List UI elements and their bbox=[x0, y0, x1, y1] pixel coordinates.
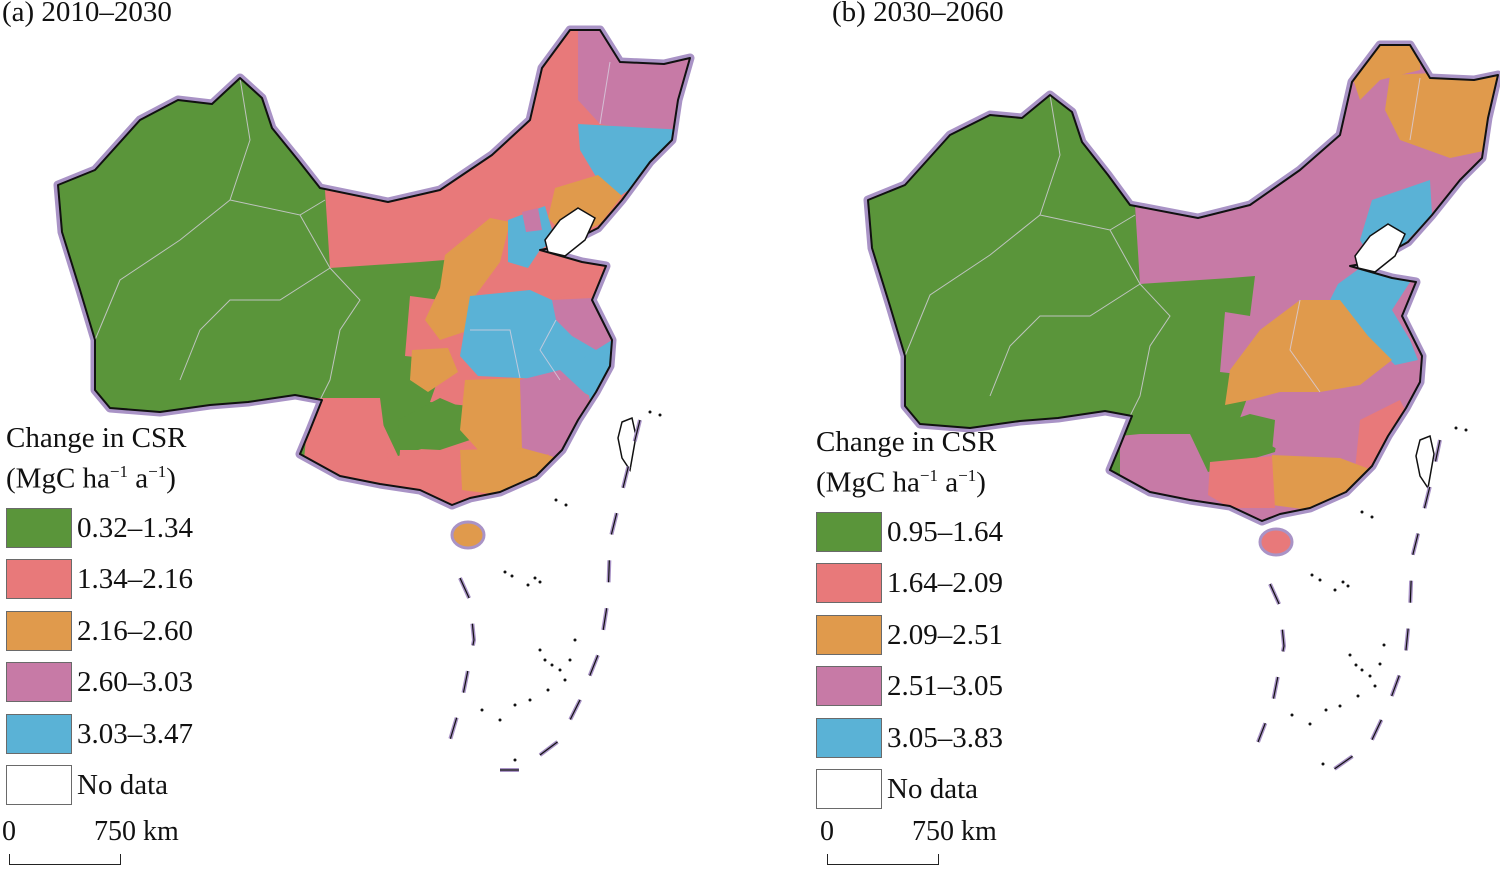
legend-label: 1.34–2.16 bbox=[77, 563, 193, 596]
map-panel-b: (b) 2030–2060 Change in CSR (MgC ha−1 a−… bbox=[810, 0, 1500, 869]
legend-item-b: 2.51–3.05 bbox=[816, 658, 1003, 710]
legend-b: Change in CSR (MgC ha−1 a−1) 0.95–1.64 1… bbox=[816, 426, 1003, 813]
legend-label: 2.09–2.51 bbox=[887, 618, 1003, 651]
legend-title-line2-a: (MgC ha−1 a−1) bbox=[6, 462, 176, 495]
legend-label: 2.60–3.03 bbox=[77, 666, 193, 699]
scale-tick bbox=[827, 854, 828, 865]
region-heilongjiang-b bbox=[1385, 70, 1498, 158]
region-guangxi-b bbox=[1208, 456, 1275, 508]
legend-label: 3.03–3.47 bbox=[77, 717, 193, 750]
islands-a bbox=[480, 410, 662, 762]
legend-label: No data bbox=[77, 769, 168, 802]
legend-swatch bbox=[816, 563, 882, 604]
legend-item-a: No data bbox=[6, 757, 186, 809]
legend-label: 3.05–3.83 bbox=[887, 721, 1003, 754]
legend-a: Change in CSR (MgC ha−1 a−1) 0.32–1.34 1… bbox=[6, 422, 193, 809]
china-map-a bbox=[53, 25, 695, 772]
scale-bar-a: 0 750 km bbox=[2, 816, 202, 866]
legend-swatch bbox=[816, 511, 882, 552]
region-chongqing-a bbox=[410, 348, 458, 392]
scale-distance-label: 750 km bbox=[94, 816, 179, 847]
legend-item-b: 0.95–1.64 bbox=[816, 504, 1003, 556]
region-hebei-a bbox=[508, 206, 555, 268]
region-shandong-a bbox=[528, 252, 600, 300]
legend-swatch bbox=[6, 559, 72, 600]
legend-item-b: No data bbox=[816, 761, 996, 813]
region-central-b bbox=[1225, 300, 1392, 405]
scale-zero-label: 0 bbox=[820, 816, 834, 847]
scale-bar-b: 0 750 km bbox=[820, 816, 1020, 866]
legend-item-a: 0.32–1.34 bbox=[6, 500, 193, 552]
region-guangxi-a bbox=[398, 450, 462, 492]
legend-title-line1-a: Change in CSR bbox=[6, 422, 187, 454]
panel-title-b: (b) 2030–2060 bbox=[832, 0, 1004, 28]
bohai-sea-b bbox=[1354, 223, 1406, 273]
scale-zero-label: 0 bbox=[2, 816, 16, 847]
legend-swatch bbox=[6, 662, 72, 703]
panel-title-a: (a) 2010–2030 bbox=[2, 0, 172, 28]
national-outline-b bbox=[867, 44, 1499, 522]
region-shaanxi-a bbox=[425, 218, 510, 340]
china-map-b bbox=[863, 40, 1500, 774]
legend-swatch bbox=[816, 769, 882, 810]
legend-title-line2-b: (MgC ha−1 a−1) bbox=[816, 466, 986, 499]
islands-b bbox=[1290, 426, 1468, 766]
legend-swatch bbox=[6, 765, 72, 806]
legend-label: 2.16–2.60 bbox=[77, 614, 193, 647]
scale-line bbox=[827, 864, 939, 865]
legend-item-b: 1.64–2.09 bbox=[816, 555, 1003, 607]
region-hunan-a bbox=[460, 378, 522, 452]
bohai-sea-a bbox=[544, 207, 596, 257]
region-heilongjiang-a bbox=[578, 30, 690, 132]
legend-swatch bbox=[6, 713, 72, 754]
legend-swatch bbox=[6, 610, 72, 651]
scale-distance-label: 750 km bbox=[912, 816, 997, 847]
legend-label: 0.32–1.34 bbox=[77, 511, 193, 544]
national-outline-a bbox=[57, 29, 691, 506]
hainan-a bbox=[450, 520, 486, 550]
scale-tick bbox=[938, 854, 939, 865]
legend-label: 0.95–1.64 bbox=[887, 515, 1003, 548]
taiwan-a bbox=[617, 416, 637, 472]
legend-label: No data bbox=[887, 773, 978, 806]
legend-item-a: 2.60–3.03 bbox=[6, 654, 193, 706]
legend-item-a: 3.03–3.47 bbox=[6, 706, 193, 758]
region-beijing-a bbox=[522, 208, 542, 232]
legend-item-a: 2.16–2.60 bbox=[6, 603, 193, 655]
legend-swatch bbox=[816, 666, 882, 707]
region-jiangxi-a bbox=[520, 370, 590, 455]
legend-swatch bbox=[6, 507, 72, 548]
hainan-b bbox=[1258, 527, 1294, 557]
legend-item-b: 3.05–3.83 bbox=[816, 710, 1003, 762]
map-panel-a: (a) 2010–2030 Change in CSR (MgC ha−1 a−… bbox=[2, 0, 695, 866]
region-zhejiang-a bbox=[580, 340, 614, 400]
legend-title-line1-b: Change in CSR bbox=[816, 426, 997, 458]
legend-label: 1.64–2.09 bbox=[887, 567, 1003, 600]
legend-swatch bbox=[816, 717, 882, 758]
taiwan-b bbox=[1415, 434, 1435, 490]
legend-item-a: 1.34–2.16 bbox=[6, 551, 193, 603]
region-fujian-b bbox=[1355, 400, 1410, 470]
legend-swatch bbox=[816, 614, 882, 655]
region-guizhou-b bbox=[1208, 414, 1275, 462]
region-shandong-b bbox=[1330, 268, 1418, 365]
scale-tick bbox=[120, 854, 121, 865]
region-guizhou-a bbox=[398, 398, 470, 450]
legend-label: 2.51–3.05 bbox=[887, 670, 1003, 703]
region-jilin-a bbox=[578, 124, 685, 196]
scale-line bbox=[9, 864, 121, 865]
scale-tick bbox=[9, 854, 10, 865]
legend-item-b: 2.09–2.51 bbox=[816, 607, 1003, 659]
